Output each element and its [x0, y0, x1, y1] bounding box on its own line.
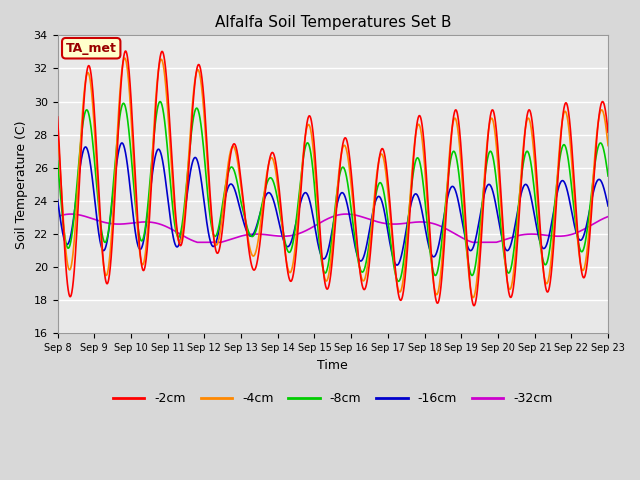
Line: -4cm: -4cm: [58, 58, 608, 298]
-8cm: [534, 225, 542, 231]
-32cm: [594, 219, 602, 225]
-2cm: [122, 48, 129, 54]
-16cm: [118, 140, 126, 146]
-4cm: [604, 143, 612, 148]
Line: -8cm: -8cm: [58, 102, 608, 281]
-4cm: [289, 263, 296, 268]
-32cm: [116, 221, 124, 227]
-16cm: [393, 262, 401, 268]
-32cm: [149, 220, 157, 226]
-8cm: [265, 176, 273, 182]
-16cm: [54, 197, 61, 203]
Legend: -2cm, -4cm, -8cm, -16cm, -32cm: -2cm, -4cm, -8cm, -16cm, -32cm: [108, 387, 557, 410]
-4cm: [469, 295, 477, 300]
-4cm: [54, 125, 61, 131]
-8cm: [395, 278, 403, 284]
-8cm: [604, 173, 612, 179]
-32cm: [289, 232, 296, 238]
X-axis label: Time: Time: [317, 359, 348, 372]
-32cm: [265, 232, 273, 238]
-2cm: [149, 149, 157, 155]
-4cm: [265, 160, 273, 166]
-16cm: [534, 232, 542, 238]
-2cm: [604, 130, 612, 135]
-8cm: [289, 241, 296, 247]
-32cm: [534, 231, 542, 237]
-16cm: [149, 165, 157, 171]
-16cm: [604, 203, 612, 209]
-32cm: [604, 214, 612, 219]
-16cm: [289, 234, 296, 240]
-16cm: [594, 178, 602, 183]
-2cm: [594, 126, 602, 132]
-16cm: [116, 142, 124, 148]
-2cm: [534, 197, 542, 203]
Title: Alfalfa Soil Temperatures Set B: Alfalfa Soil Temperatures Set B: [214, 15, 451, 30]
Line: -16cm: -16cm: [58, 143, 608, 265]
Y-axis label: Soil Temperature (C): Soil Temperature (C): [15, 120, 28, 249]
-2cm: [265, 160, 273, 166]
-2cm: [116, 92, 124, 98]
-4cm: [534, 210, 542, 216]
-2cm: [54, 114, 61, 120]
-4cm: [149, 136, 157, 142]
-8cm: [149, 144, 157, 149]
-4cm: [594, 124, 602, 130]
-8cm: [156, 99, 164, 105]
-8cm: [54, 158, 61, 164]
-32cm: [342, 211, 350, 217]
-2cm: [289, 275, 296, 280]
Text: TA_met: TA_met: [66, 42, 116, 55]
-2cm: [470, 303, 478, 309]
-32cm: [54, 214, 61, 219]
-8cm: [594, 146, 602, 152]
-8cm: [116, 110, 124, 116]
-16cm: [265, 190, 273, 195]
-32cm: [193, 240, 201, 245]
-4cm: [116, 84, 124, 90]
Line: -2cm: -2cm: [58, 51, 608, 306]
-4cm: [121, 55, 129, 61]
Line: -32cm: -32cm: [58, 214, 608, 242]
